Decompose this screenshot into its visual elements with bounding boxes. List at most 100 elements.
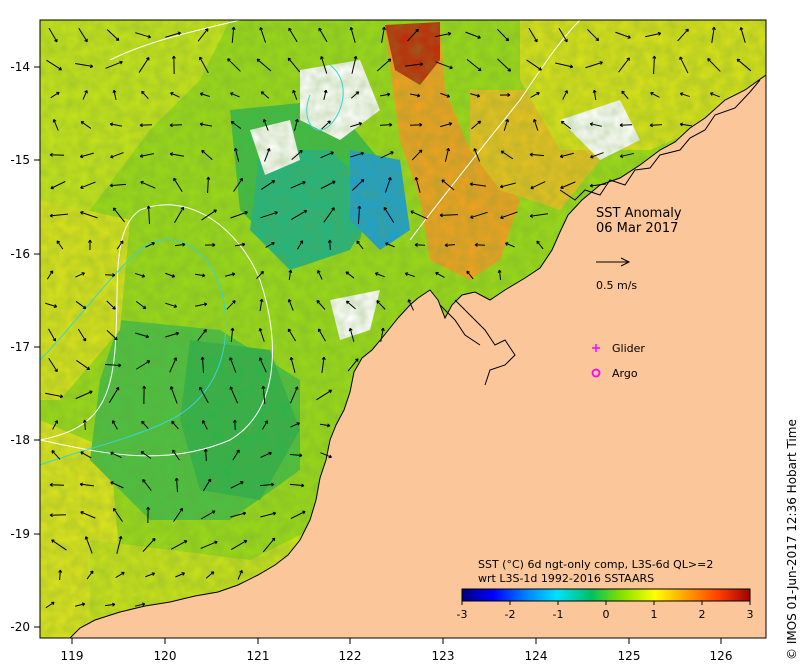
current-vector [105, 60, 123, 69]
current-vector [384, 177, 392, 193]
colorbar-tick-label: 3 [747, 608, 754, 621]
current-vector [474, 242, 486, 247]
current-vector [200, 540, 218, 549]
current-vector [199, 92, 210, 97]
current-vector [135, 32, 152, 39]
current-vector [292, 89, 298, 100]
current-vector [319, 423, 331, 428]
current-vector [349, 26, 356, 43]
current-vector [77, 328, 87, 342]
current-vector [82, 89, 88, 100]
current-vector [379, 92, 391, 97]
current-vector [287, 299, 294, 311]
current-vector [291, 149, 303, 160]
current-vector [202, 420, 208, 430]
current-vector [79, 152, 94, 159]
current-vector [104, 602, 116, 607]
current-vector [589, 183, 607, 188]
current-vector [84, 536, 93, 554]
current-vector [562, 90, 568, 100]
current-vector [76, 360, 91, 371]
current-vector [536, 240, 544, 250]
current-vector [135, 602, 146, 607]
y-tick-label: -19 [10, 527, 30, 541]
x-tick-label: 120 [154, 649, 177, 663]
current-vector [169, 357, 178, 373]
current-vector [173, 177, 183, 193]
current-vector [290, 510, 306, 520]
y-tick-label: -18 [10, 433, 30, 447]
current-vector [165, 272, 176, 278]
current-vector [170, 92, 180, 98]
current-vector [652, 55, 657, 75]
current-vector [411, 149, 423, 161]
current-vector [264, 148, 271, 162]
current-vector [261, 180, 276, 190]
current-vector [225, 272, 236, 277]
current-vector [104, 273, 116, 278]
current-vector [258, 357, 267, 373]
argo-legend-label: Argo [612, 367, 638, 380]
current-vector [174, 477, 179, 493]
current-vector [112, 507, 123, 522]
current-vector [530, 181, 546, 190]
current-vector [146, 205, 151, 225]
current-vector [376, 58, 392, 72]
current-vector [142, 479, 152, 491]
current-vector [262, 119, 269, 131]
colorbar-tick-label: 0 [603, 608, 610, 621]
current-vector [374, 272, 385, 278]
current-vector [75, 602, 86, 607]
current-vector [50, 91, 60, 99]
current-vector [75, 301, 87, 310]
current-vector [592, 89, 597, 101]
current-vector [204, 242, 216, 247]
current-vector [348, 327, 355, 342]
coast-detail [439, 79, 761, 386]
current-vector [50, 181, 66, 190]
current-vector [265, 241, 275, 248]
current-vector [80, 451, 92, 459]
current-vector [199, 386, 209, 404]
x-tick-label: 121 [247, 649, 270, 663]
current-vector [45, 601, 55, 609]
current-vector [173, 507, 183, 522]
colorbar-caption-line1: SST (°C) 6d ngt-only comp, L3S-6d QL>=2 [478, 558, 713, 571]
current-vector [466, 58, 482, 72]
current-vector [261, 385, 266, 405]
current-vector [260, 91, 270, 99]
plot-frame [39, 19, 767, 639]
colorbar [461, 588, 751, 602]
current-vector [290, 386, 299, 404]
map-date: 06 Mar 2017 [596, 221, 678, 236]
current-vector [262, 420, 269, 430]
current-vector [350, 91, 360, 99]
current-vector [407, 299, 414, 311]
current-vector [52, 119, 59, 131]
scale-arrow-icon [596, 257, 631, 267]
current-vector [201, 209, 217, 221]
current-vector [435, 61, 453, 70]
current-vector [323, 89, 328, 100]
current-vector [558, 27, 568, 43]
current-vector [139, 123, 153, 128]
current-vector [56, 240, 64, 250]
current-vector [169, 152, 184, 157]
current-vector [350, 122, 363, 128]
current-vector [347, 358, 359, 372]
current-vector [80, 181, 96, 189]
current-vector [409, 122, 423, 127]
current-vector [45, 392, 64, 399]
current-vector [345, 300, 356, 310]
current-vector [78, 27, 88, 43]
current-vector [229, 92, 240, 98]
colorbar-tick-label: 2 [699, 608, 706, 621]
current-vector [650, 91, 660, 98]
current-vector [383, 206, 395, 223]
current-vector [381, 26, 386, 43]
current-vector [226, 300, 236, 310]
current-vector [206, 176, 211, 194]
current-vector [323, 207, 335, 223]
current-vector [532, 118, 539, 131]
